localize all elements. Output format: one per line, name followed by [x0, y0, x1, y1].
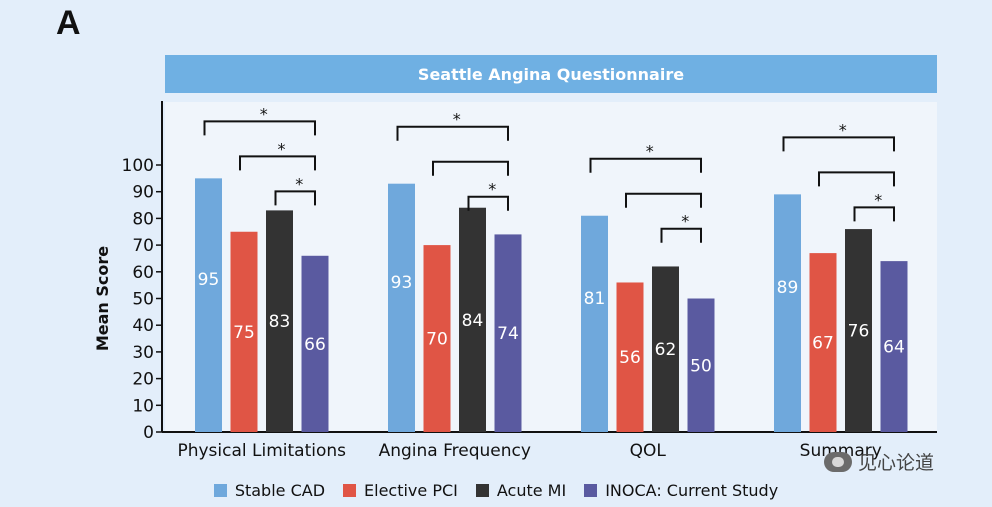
- bar-acute-mi-angina-frequency: [459, 207, 486, 432]
- data-label-elective-pci-qol: 56: [619, 348, 641, 368]
- data-label-elective-pci-angina-frequency: 70: [426, 330, 448, 350]
- legend-label-elective-pci: Elective PCI: [364, 480, 458, 500]
- significance-star-qol-2: *: [681, 212, 689, 231]
- significance-bracket-summary-1: [818, 171, 895, 187]
- bar-inoca-current-study-summary: [880, 261, 908, 432]
- data-label-inoca-current-study-qol: 50: [690, 356, 712, 376]
- bar-stable-cad-physical-limitations: [195, 178, 222, 432]
- legend-swatch-stable-cad: [213, 483, 227, 497]
- y-tick-label: 70: [132, 236, 154, 256]
- y-tick-label: 80: [132, 209, 154, 229]
- data-label-inoca-current-study-angina-frequency: 74: [497, 324, 519, 344]
- significance-star-summary-2: *: [874, 190, 882, 209]
- y-tick-label: 100: [122, 156, 154, 176]
- legend-label-inoca: INOCA: Current Study: [605, 480, 779, 500]
- significance-bracket-angina-frequency-0: [396, 125, 509, 141]
- bar-acute-mi-physical-limitations: [266, 210, 293, 432]
- legend-swatch-inoca: [584, 483, 598, 497]
- x-tick-label-angina-frequency: Angina Frequency: [379, 441, 531, 461]
- significance-star-physical-limitations-0: *: [260, 104, 268, 123]
- y-tick-label: 40: [132, 316, 154, 336]
- y-tick-label: 20: [132, 370, 154, 390]
- legend-item-elective-pci: Elective PCI: [343, 481, 458, 500]
- bar-elective-pci-qol: [616, 282, 644, 432]
- legend-swatch-acute-mi: [475, 483, 489, 497]
- significance-bracket-summary-2: [853, 206, 895, 222]
- bar-elective-pci-physical-limitations: [230, 231, 258, 432]
- y-tick-label: 90: [132, 183, 154, 203]
- y-tick-label: 10: [132, 396, 154, 416]
- x-tick-label-summary: Summary: [800, 441, 882, 461]
- watermark-text: 见心论道: [858, 452, 935, 474]
- bar-stable-cad-angina-frequency: [388, 183, 415, 432]
- significance-bracket-angina-frequency-1: [432, 160, 509, 176]
- y-tick-label: 50: [132, 290, 154, 310]
- panel-label: A: [56, 4, 81, 42]
- bar-acute-mi-qol: [652, 266, 679, 432]
- x-tick-label-qol: QOL: [630, 441, 667, 461]
- data-label-elective-pci-physical-limitations: 75: [233, 323, 255, 343]
- data-label-acute-mi-qol: 62: [655, 340, 677, 360]
- chart-title: Seattle Angina Questionnaire: [417, 64, 685, 84]
- data-label-elective-pci-summary: 67: [812, 334, 834, 354]
- data-label-acute-mi-summary: 76: [848, 322, 870, 342]
- bar-stable-cad-qol: [581, 215, 608, 432]
- data-label-acute-mi-angina-frequency: 84: [462, 311, 484, 331]
- significance-bracket-physical-limitations-1: [239, 155, 316, 171]
- legend-item-inoca: INOCA: Current Study: [584, 481, 778, 500]
- significance-bracket-qol-2: [660, 227, 702, 243]
- data-label-stable-cad-summary: 89: [777, 278, 799, 298]
- significance-star-angina-frequency-0: *: [453, 110, 461, 129]
- watermark: 见心论道: [824, 448, 934, 475]
- y-axis-title: Mean Score: [93, 246, 112, 351]
- y-tick-label: 30: [132, 343, 154, 363]
- data-label-stable-cad-angina-frequency: 93: [391, 273, 413, 293]
- significance-star-summary-0: *: [839, 120, 847, 139]
- bar-elective-pci-angina-frequency: [423, 245, 451, 432]
- legend-item-acute-mi: Acute MI: [475, 480, 567, 500]
- bar-inoca-current-study-qol: [687, 298, 715, 432]
- significance-bracket-summary-0: [782, 136, 895, 152]
- significance-star-physical-limitations-1: *: [278, 139, 286, 158]
- bar-stable-cad-summary: [774, 194, 801, 432]
- bar-elective-pci-summary: [809, 253, 837, 432]
- legend-swatch-elective-pci: [343, 483, 357, 497]
- legend-label-stable-cad: Stable CAD: [234, 480, 326, 500]
- legend-label-acute-mi: Acute MI: [496, 480, 567, 500]
- significance-bracket-qol-0: [589, 157, 702, 173]
- data-label-stable-cad-qol: 81: [584, 289, 606, 309]
- data-label-stable-cad-physical-limitations: 95: [198, 270, 220, 290]
- bar-inoca-current-study-physical-limitations: [301, 255, 329, 432]
- wechat-icon: [824, 451, 852, 472]
- significance-star-qol-0: *: [646, 142, 654, 161]
- significance-bracket-physical-limitations-2: [274, 190, 316, 206]
- significance-star-angina-frequency-2: *: [488, 180, 496, 199]
- y-tick-label: 0: [143, 423, 154, 443]
- chart-title-banner: Seattle Angina Questionnaire: [165, 55, 937, 93]
- legend-item-stable-cad: Stable CAD: [213, 480, 326, 500]
- significance-bracket-angina-frequency-2: [467, 195, 509, 211]
- data-label-inoca-current-study-physical-limitations: 66: [304, 335, 326, 355]
- bar-acute-mi-summary: [845, 229, 872, 432]
- y-tick-label: 60: [132, 263, 154, 283]
- data-label-inoca-current-study-summary: 64: [883, 338, 905, 358]
- legend: Stable CAD Elective PCI Acute MI INOCA: …: [0, 478, 992, 502]
- x-tick-label-physical-limitations: Physical Limitations: [177, 441, 346, 461]
- data-label-acute-mi-physical-limitations: 83: [269, 312, 291, 332]
- significance-bracket-physical-limitations-0: [203, 120, 316, 136]
- significance-star-physical-limitations-2: *: [295, 174, 303, 193]
- significance-bracket-qol-1: [625, 192, 702, 208]
- bar-inoca-current-study-angina-frequency: [494, 234, 522, 432]
